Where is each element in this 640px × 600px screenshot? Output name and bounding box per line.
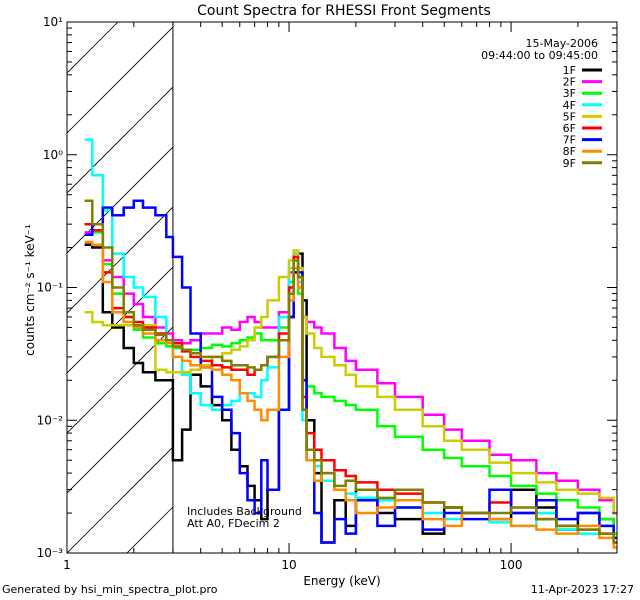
series-5f-line [84,249,617,515]
legend-label-7f: 7F [563,134,576,147]
x-tick-label: 10 [281,558,296,572]
legend-label-6f: 6F [563,122,576,135]
y-tick-label: 10⁰ [43,148,63,162]
y-tick-label: 10⁻³ [37,546,64,560]
legend-label-3f: 3F [563,87,576,100]
legend-label-4f: 4F [563,99,576,112]
x-tick-label: 1 [63,558,71,572]
legend-label-9f: 9F [563,157,576,170]
timestamp-label: 11-Apr-2023 17:27 [530,583,634,596]
hatch-line [67,26,173,134]
hatch-line [67,386,173,494]
series-7f-line [84,199,617,544]
series-9f-line [84,199,617,544]
hatch-line [67,86,173,194]
x-axis-label: Energy (keV) [303,574,380,588]
y-tick-label: 10¹ [43,15,63,29]
y-axis-label: counts cm⁻² s⁻¹ keV⁻¹ [23,224,37,356]
series-layer [84,138,617,549]
generated-by-label: Generated by hsi_min_spectra_plot.pro [2,583,218,596]
legend-label-1f: 1F [563,64,576,77]
hatch-line [67,446,173,553]
time-range-label: 09:44:00 to 09:45:00 [481,49,598,62]
y-tick-label: 10⁻² [37,413,64,427]
chart-title: Count Spectra for RHESSI Front Segments [197,3,491,19]
axis-ticks [66,22,618,554]
legend-label-8f: 8F [563,145,576,158]
annotation-attenuator: Att A0, FDecim 2 [187,517,280,530]
x-tick-label: 100 [500,558,523,572]
legend-label-5f: 5F [563,110,576,123]
legend-label-2f: 2F [563,76,576,89]
hatch-line [67,206,173,314]
series-3f-line [84,222,617,535]
date-label: 15-May-2006 [526,37,598,50]
series-2f-line [84,228,617,515]
y-tick-label: 10⁻¹ [37,281,64,295]
hatched-region [67,22,173,553]
annotation-background: Includes Background [187,505,302,518]
hatch-line [67,266,173,374]
axis-tick-labels: 1 10 100 10¹ 10⁰ 10⁻¹ 10⁻² 10⁻³ [37,15,523,572]
